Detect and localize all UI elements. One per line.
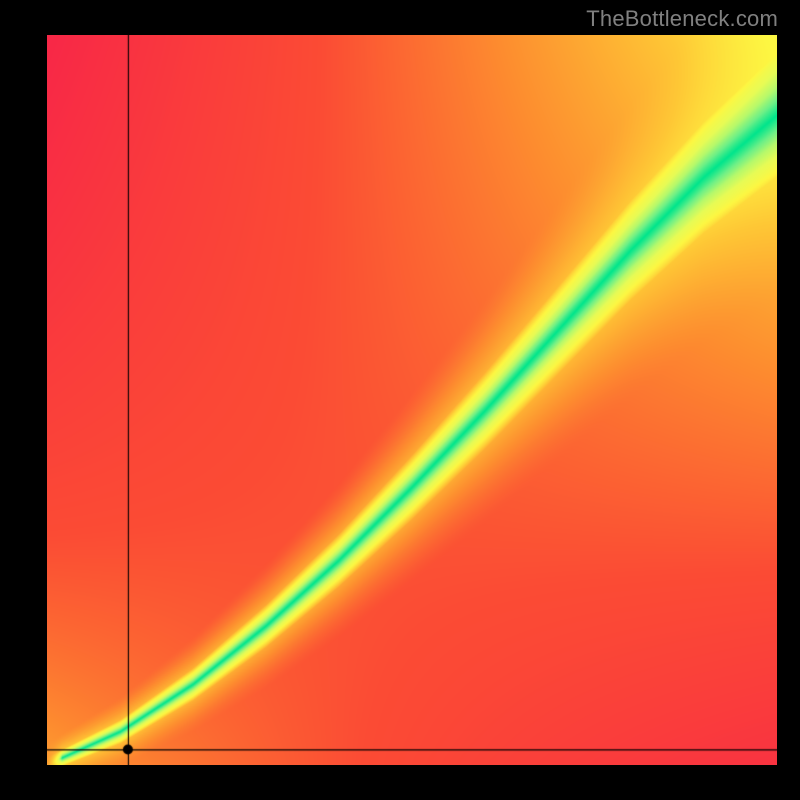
heatmap-canvas <box>47 35 777 765</box>
watermark-text: TheBottleneck.com <box>586 6 778 32</box>
heatmap-plot <box>47 35 777 765</box>
